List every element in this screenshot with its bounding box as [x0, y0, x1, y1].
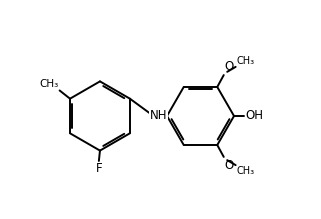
Text: O: O [224, 60, 233, 73]
Text: CH₃: CH₃ [236, 166, 255, 176]
Text: CH₃: CH₃ [40, 79, 59, 89]
Text: O: O [224, 159, 233, 172]
Text: F: F [96, 162, 102, 175]
Text: OH: OH [245, 110, 263, 122]
Text: NH: NH [150, 110, 167, 122]
Text: CH₃: CH₃ [236, 56, 255, 66]
